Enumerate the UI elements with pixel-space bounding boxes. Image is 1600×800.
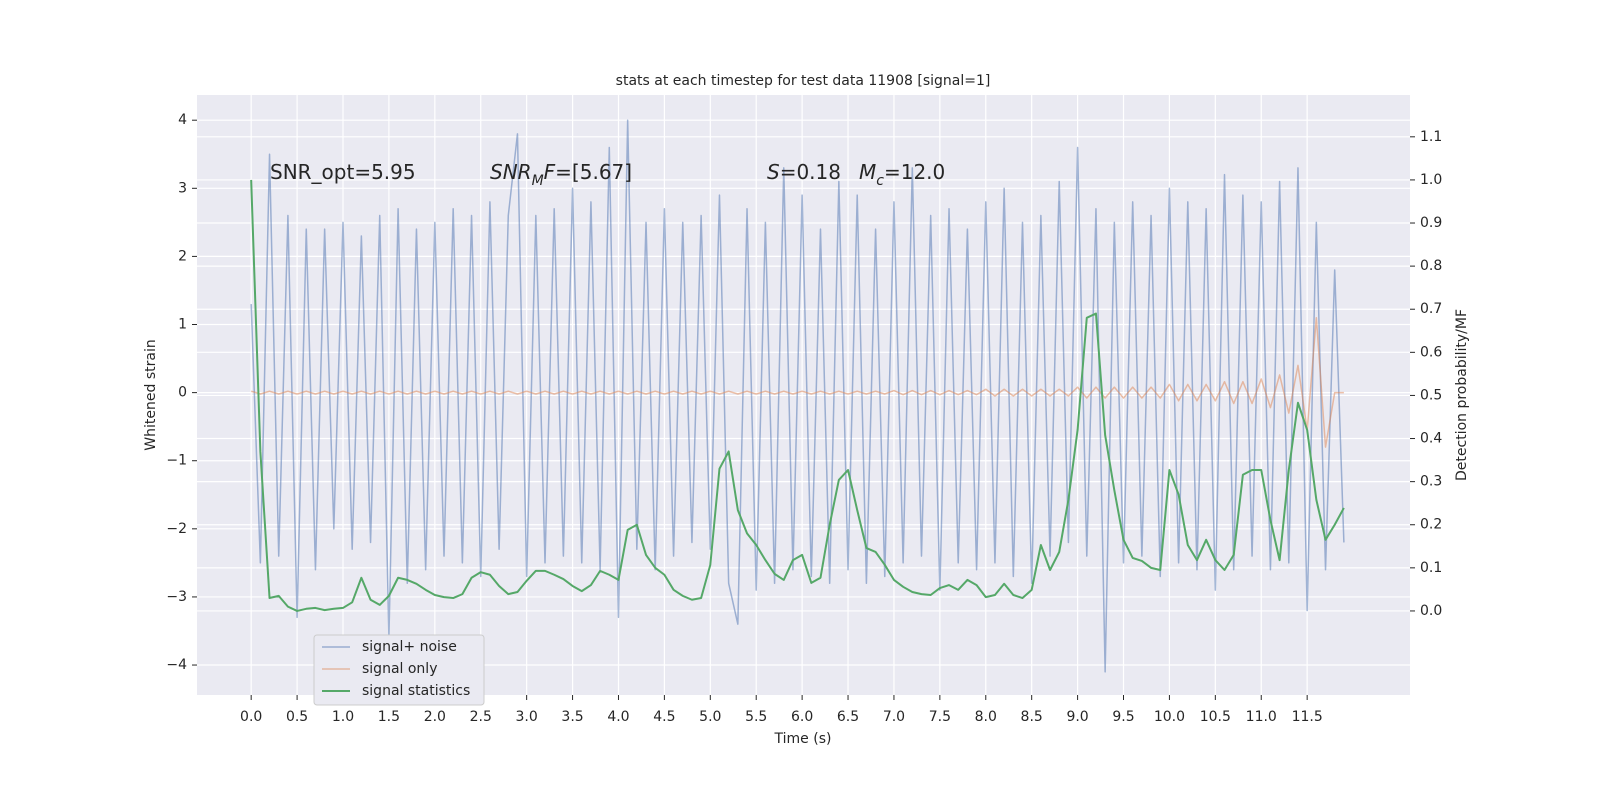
annotation: SNR_opt=5.95: [270, 160, 416, 184]
x-tick-label: 0.0: [240, 709, 262, 725]
x-tick-label: 6.5: [837, 709, 859, 725]
x-tick-label: 0.5: [286, 709, 308, 725]
x-tick-label: 7.5: [929, 709, 951, 725]
y2-tick-label: 0.7: [1420, 301, 1442, 317]
x-tick-label: 10.5: [1200, 709, 1231, 725]
x-tick-label: 4.0: [607, 709, 629, 725]
annotation-part: F: [544, 160, 556, 184]
series-line: [250, 316, 1344, 448]
legend-label: signal statistics: [362, 683, 470, 699]
y2-tick-label: 0.3: [1420, 474, 1442, 490]
y2-tick-label: 1.0: [1420, 172, 1442, 188]
annotation-part: SNR_opt=5.95: [270, 160, 416, 184]
annotation-part: M: [532, 173, 544, 189]
y2-tick-label: 0.4: [1420, 431, 1442, 447]
y2-tick-label: 0.0: [1420, 603, 1442, 619]
y-tick-label: 1: [178, 317, 187, 333]
x-tick-label: 8.0: [975, 709, 997, 725]
y-tick-label: −4: [166, 657, 187, 673]
legend-label: signal only: [362, 661, 437, 677]
x-tick-label: 5.0: [699, 709, 721, 725]
x-tick-label: 10.0: [1154, 709, 1185, 725]
annotation-part: =0.18: [780, 160, 841, 184]
annotation-part: =12.0: [884, 160, 945, 184]
annotation: Mc=12.0: [859, 160, 945, 190]
y2-tick-label: 0.5: [1420, 387, 1442, 403]
series-line: [250, 119, 1345, 673]
y2-tick-label: 0.1: [1420, 560, 1442, 576]
annotation-part: M: [859, 160, 876, 184]
chart-title: stats at each timestep for test data 119…: [616, 73, 991, 89]
annotation: S=0.18: [767, 160, 841, 184]
x-tick-label: 11.0: [1246, 709, 1277, 725]
y-tick-label: 4: [178, 112, 187, 128]
legend-box: [313, 634, 485, 706]
x-tick-label: 3.0: [516, 709, 538, 725]
x-tick-label: 4.5: [653, 709, 675, 725]
x-tick-label: 11.5: [1292, 709, 1323, 725]
y2-tick-label: 0.8: [1420, 258, 1442, 274]
y-tick-label: −3: [166, 589, 187, 605]
legend-label: signal+ noise: [362, 639, 457, 655]
x-tick-label: 9.0: [1066, 709, 1088, 725]
annotation-part: SNR: [490, 160, 532, 184]
y2-axis-label: Detection probability/MF: [1454, 309, 1470, 481]
x-tick-label: 3.5: [561, 709, 583, 725]
y-tick-label: −2: [166, 521, 187, 537]
annotation-part: c: [876, 173, 884, 189]
x-tick-label: 1.5: [378, 709, 400, 725]
annotation-part: S: [767, 160, 780, 184]
y2-tick-label: 0.6: [1420, 344, 1442, 360]
annotation: SNRMF=[5.67]: [490, 160, 632, 190]
legend: signal+ noise signal only signal statistic…: [313, 634, 485, 706]
x-tick-label: 1.0: [332, 709, 354, 725]
annotation-part: =[5.67]: [555, 160, 632, 184]
x-tick-label: 8.5: [1021, 709, 1043, 725]
y-tick-label: 2: [178, 248, 187, 264]
y-axis-label: Whitened strain: [143, 339, 159, 450]
y-tick-label: 3: [178, 180, 187, 196]
x-tick-label: 5.5: [745, 709, 767, 725]
y2-tick-label: 1.1: [1420, 129, 1442, 145]
x-tick-label: 2.5: [470, 709, 492, 725]
x-axis-label: Time (s): [774, 731, 832, 747]
y2-tick-label: 0.9: [1420, 215, 1442, 231]
y2-tick-label: 0.2: [1420, 517, 1442, 533]
y-tick-label: −1: [166, 453, 187, 469]
x-tick-label: 6.0: [791, 709, 813, 725]
series-line: [250, 179, 1345, 612]
x-tick-label: 2.0: [424, 709, 446, 725]
y-tick-label: 0: [178, 385, 187, 401]
x-tick-label: 9.5: [1112, 709, 1134, 725]
x-tick-label: 7.0: [883, 709, 905, 725]
